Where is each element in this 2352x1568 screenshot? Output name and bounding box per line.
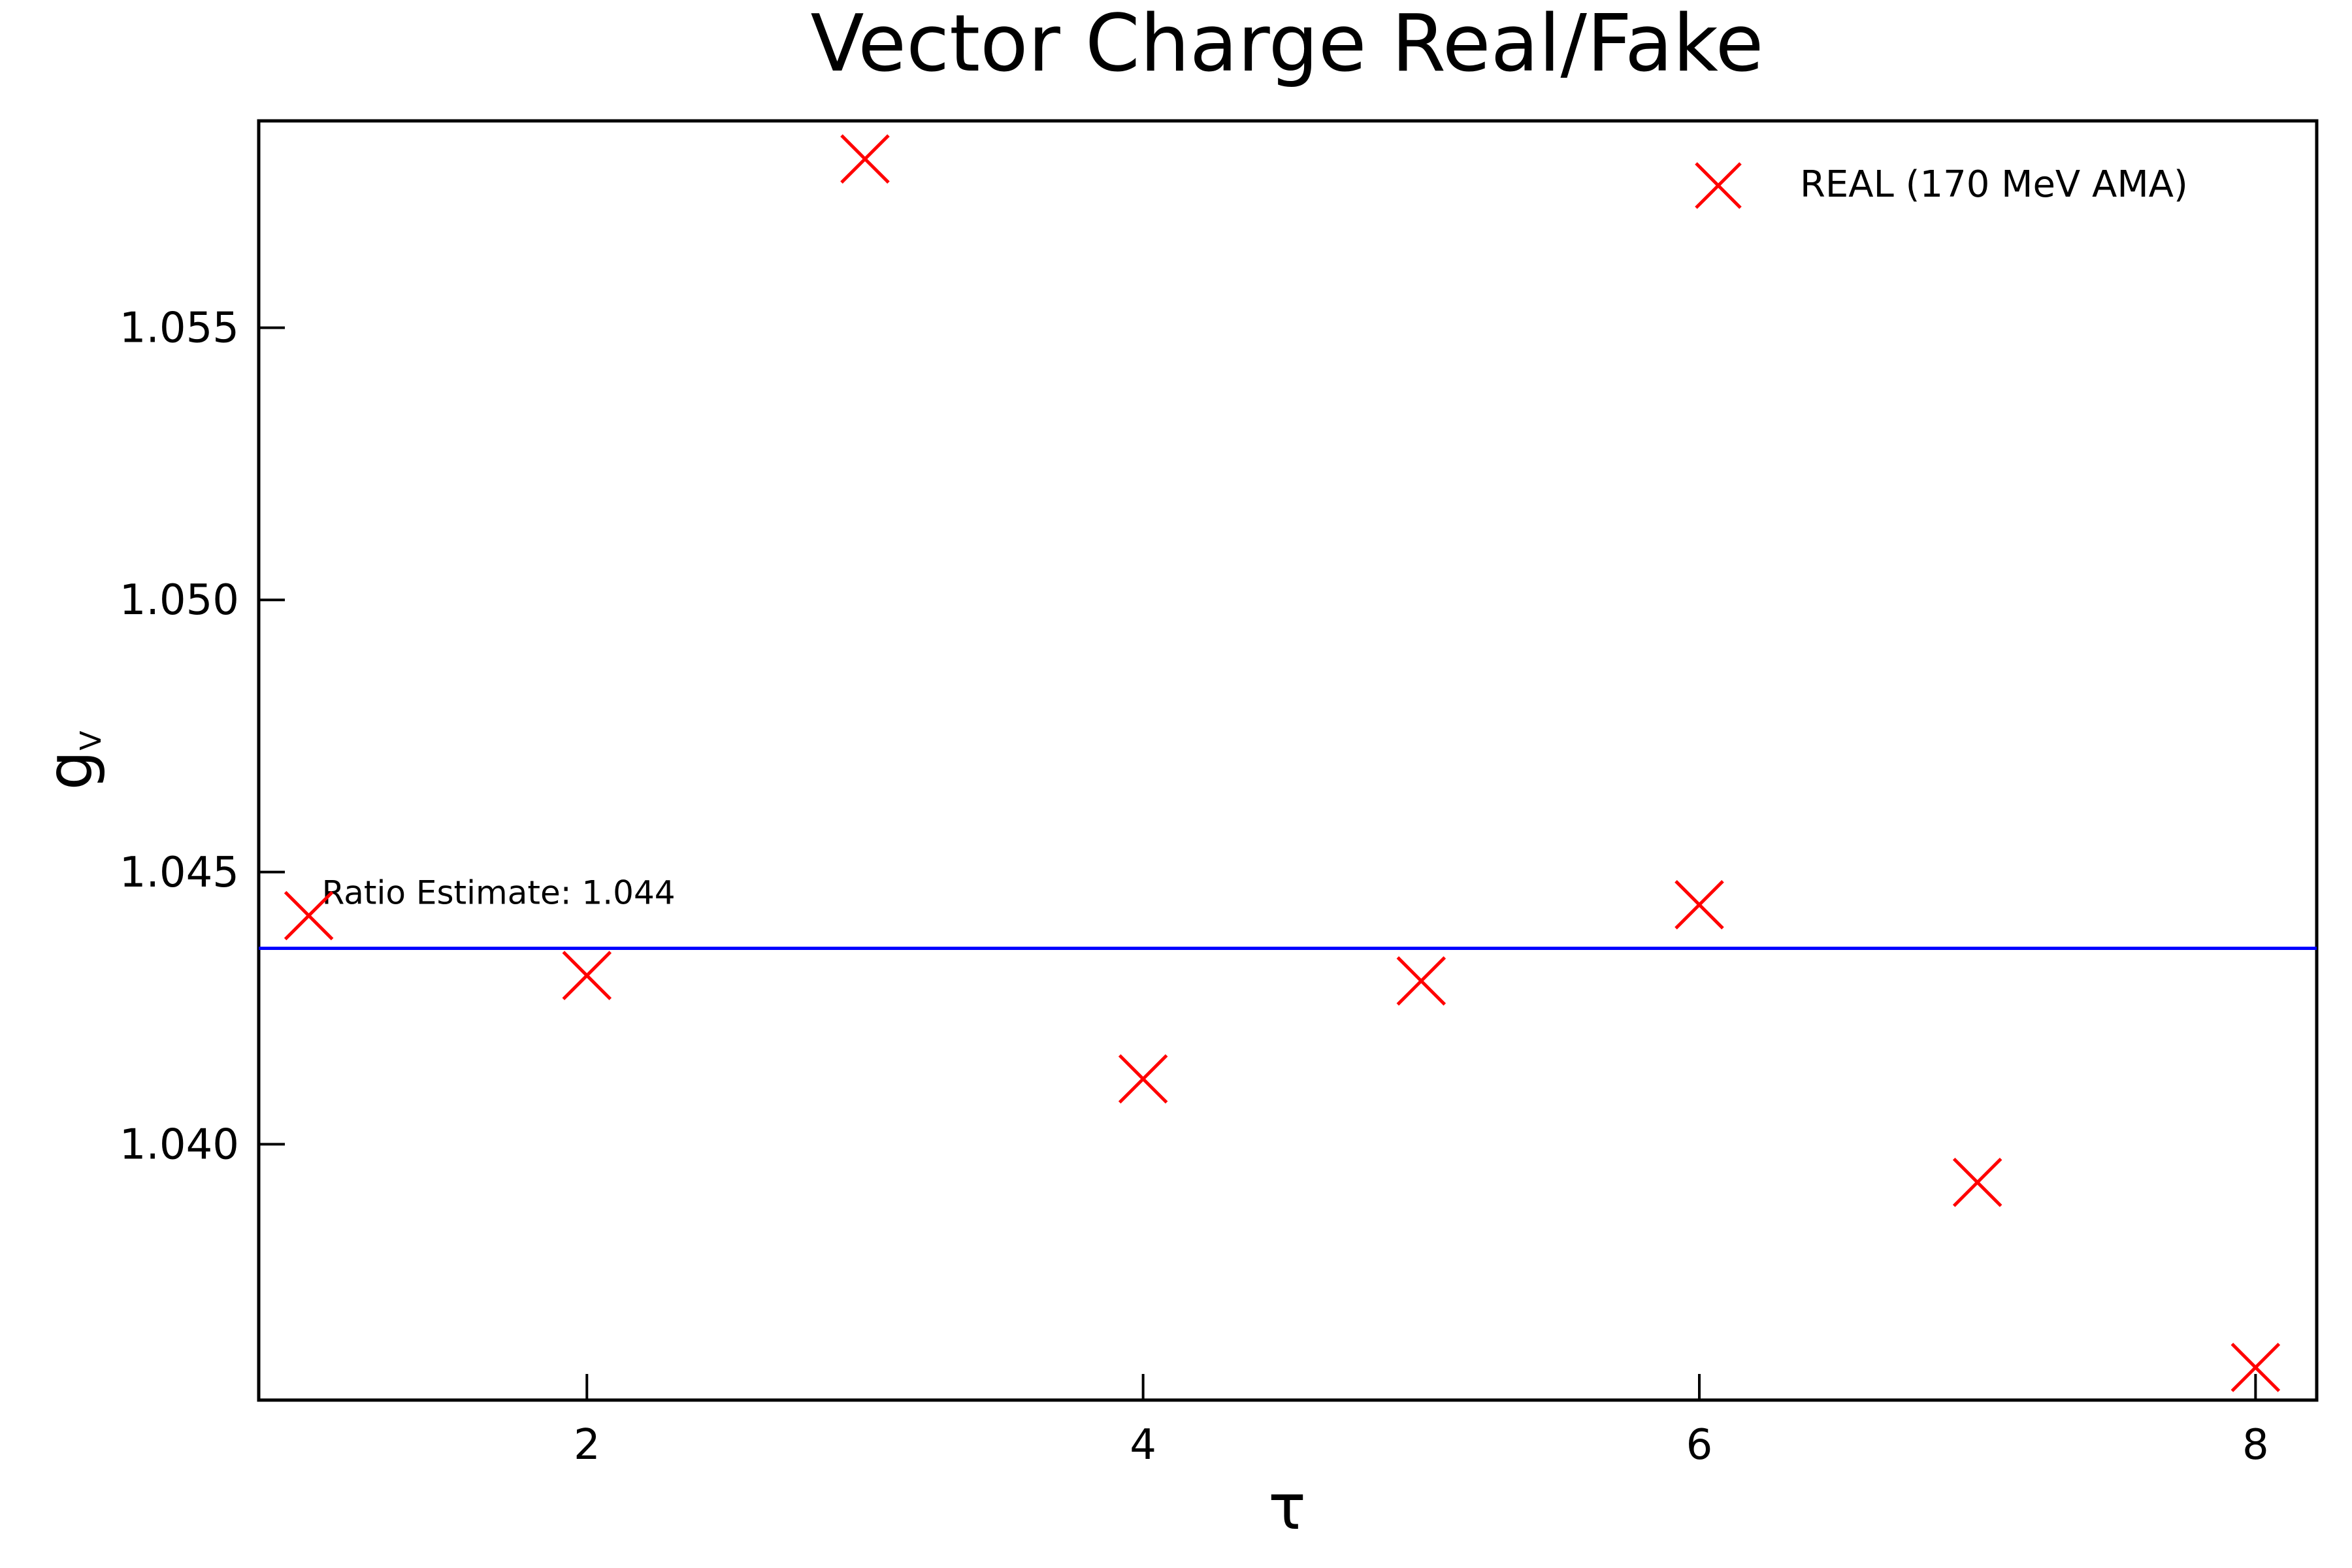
data-point-marker bbox=[2230, 1343, 2281, 1392]
x-axis-label: τ bbox=[1268, 1471, 1306, 1544]
data-point-marker bbox=[840, 134, 890, 184]
x-tick-label: 4 bbox=[1130, 1421, 1156, 1469]
data-point-marker bbox=[562, 951, 612, 1000]
data-point-marker bbox=[1396, 956, 1446, 1006]
x-axis-ticks: 2 4 6 8 bbox=[574, 1374, 2269, 1469]
x-tick-label: 8 bbox=[2242, 1421, 2269, 1469]
plot-frame bbox=[257, 119, 2319, 1402]
chart-title: Vector Charge Real/Fake bbox=[811, 0, 1764, 90]
data-point-marker bbox=[1674, 880, 1724, 930]
y-tick-label: 1.040 bbox=[120, 1120, 239, 1169]
y-axis-ticks: 1.040 1.045 1.050 1.055 bbox=[120, 304, 285, 1169]
y-tick-label: 1.050 bbox=[120, 576, 239, 625]
data-point-marker bbox=[1952, 1157, 2002, 1207]
ratio-estimate-label: Ratio Estimate: 1.044 bbox=[322, 874, 676, 911]
legend-marker-x-icon bbox=[1695, 162, 1742, 209]
y-axis-label-main: g bbox=[33, 751, 106, 791]
y-axis-label-subscript: V bbox=[74, 730, 108, 750]
data-point-marker bbox=[1118, 1054, 1168, 1104]
svg-text:gV: gV bbox=[33, 730, 108, 790]
legend: REAL (170 MeV AMA) bbox=[1695, 162, 2188, 209]
legend-entry-label: REAL (170 MeV AMA) bbox=[1800, 163, 2188, 206]
y-tick-label: 1.045 bbox=[120, 849, 239, 897]
y-tick-label: 1.055 bbox=[120, 304, 239, 353]
data-points bbox=[284, 134, 2281, 1392]
data-point-marker bbox=[284, 890, 334, 941]
x-tick-label: 6 bbox=[1686, 1421, 1713, 1469]
y-axis-label: gV bbox=[33, 730, 108, 790]
x-tick-label: 2 bbox=[574, 1421, 600, 1469]
